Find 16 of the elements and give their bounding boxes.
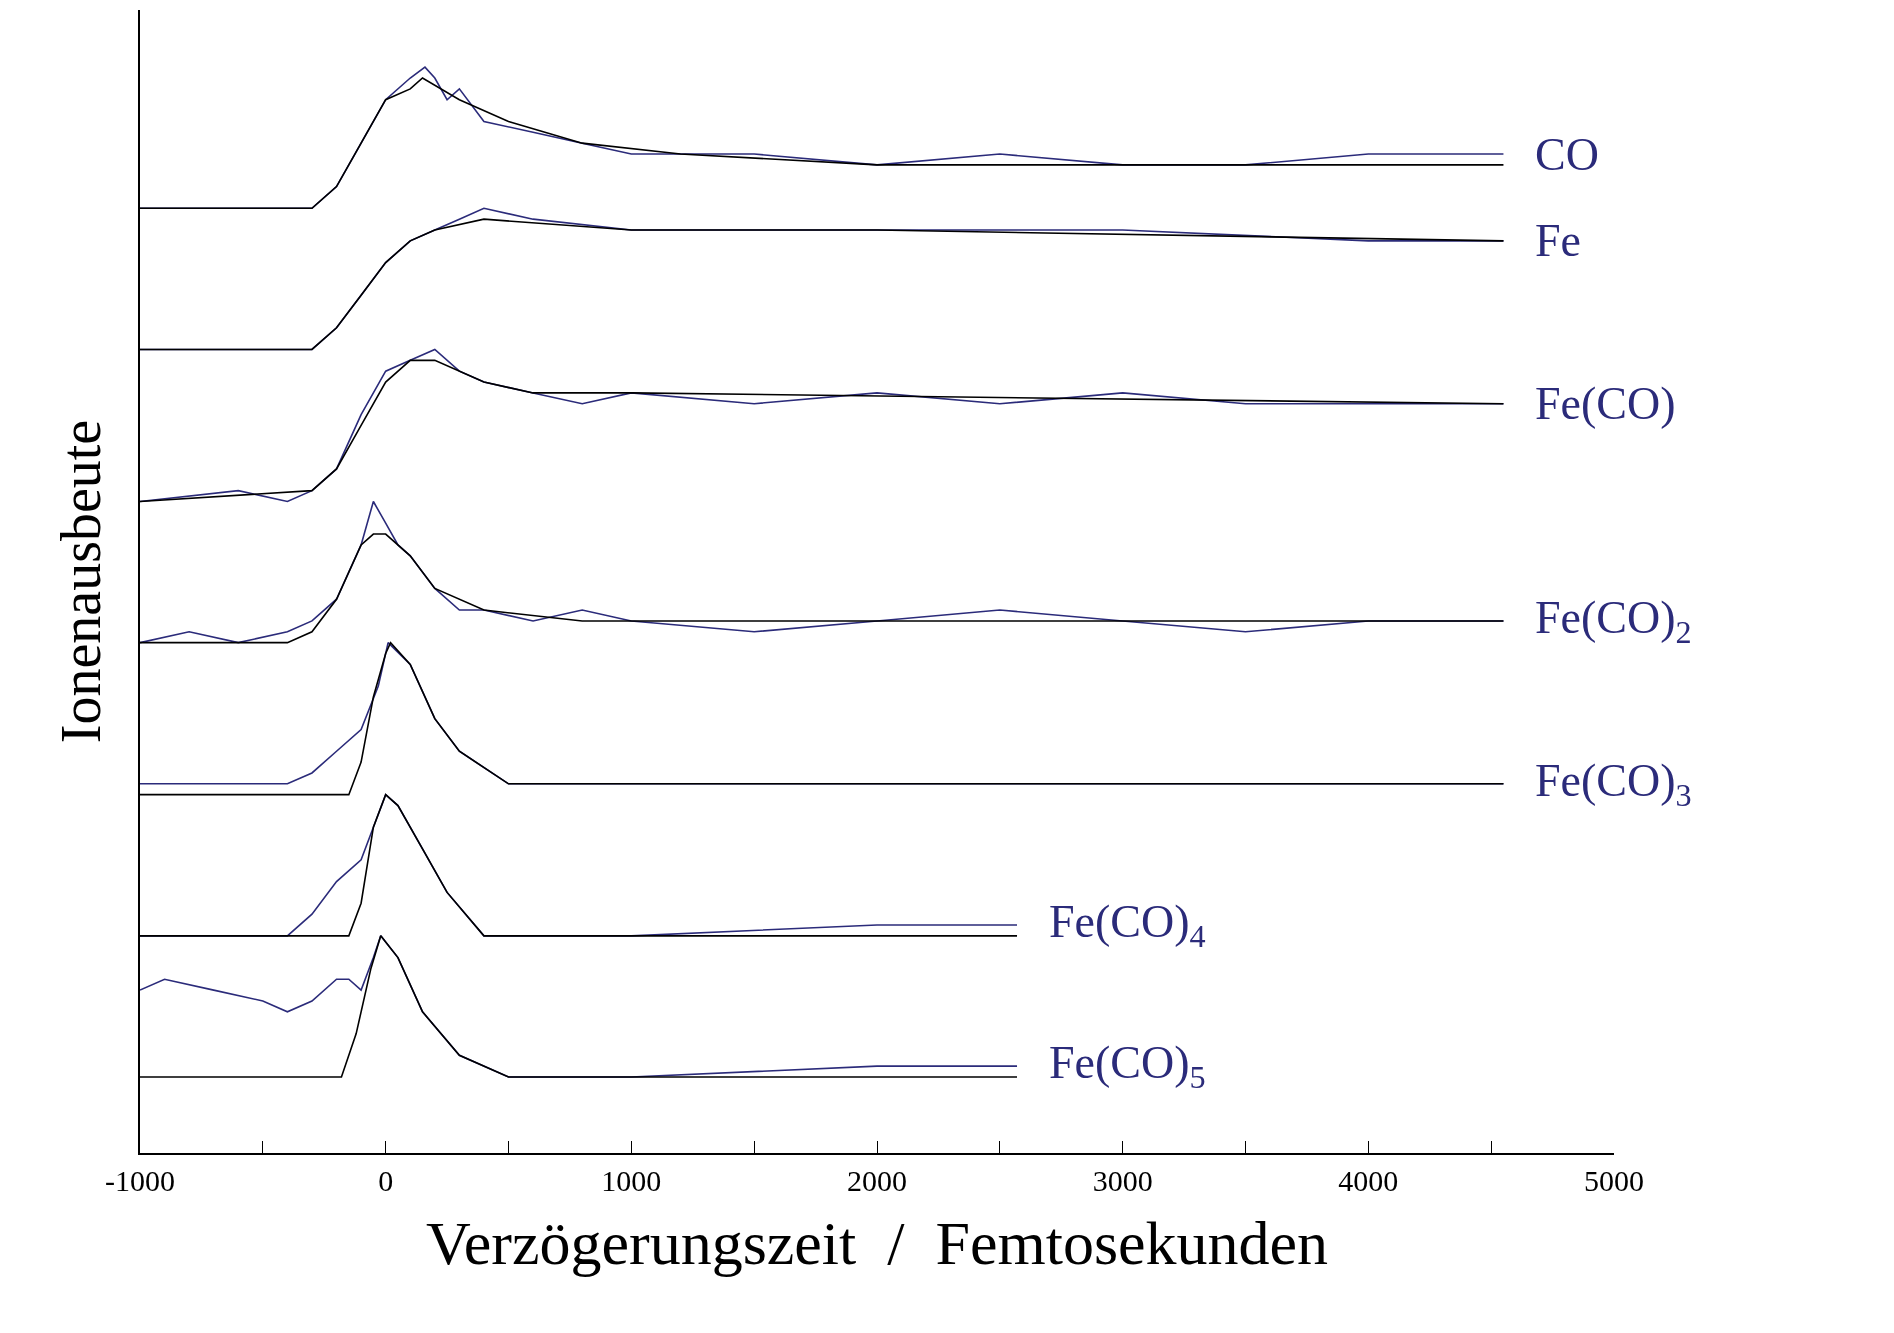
series-label: Fe — [1535, 215, 1581, 266]
series-label: Fe(CO) — [1535, 378, 1676, 429]
series-label: CO — [1535, 129, 1599, 180]
x-axis-title: Verzögerungszeit / Femtosekunden — [425, 1209, 1329, 1278]
x-tick-label: 0 — [378, 1163, 394, 1197]
x-tick-label: 4000 — [1338, 1163, 1399, 1197]
series-label: Fe(CO)$_{4}$ — [1049, 896, 1206, 954]
y-axis-title: Ionenausbeute — [49, 419, 112, 744]
x-tick-label: 2000 — [847, 1163, 907, 1197]
x-tick-label: 5000 — [1584, 1163, 1644, 1197]
series-label: Fe(CO)$_{5}$ — [1049, 1037, 1206, 1095]
x-tick-label: -1000 — [105, 1163, 175, 1197]
x-tick-label: 3000 — [1092, 1163, 1153, 1197]
series-label: Fe(CO)$_{3}$ — [1535, 755, 1692, 813]
series-label: Fe(CO)$_{2}$ — [1535, 592, 1692, 650]
x-tick-label: 1000 — [601, 1163, 662, 1197]
